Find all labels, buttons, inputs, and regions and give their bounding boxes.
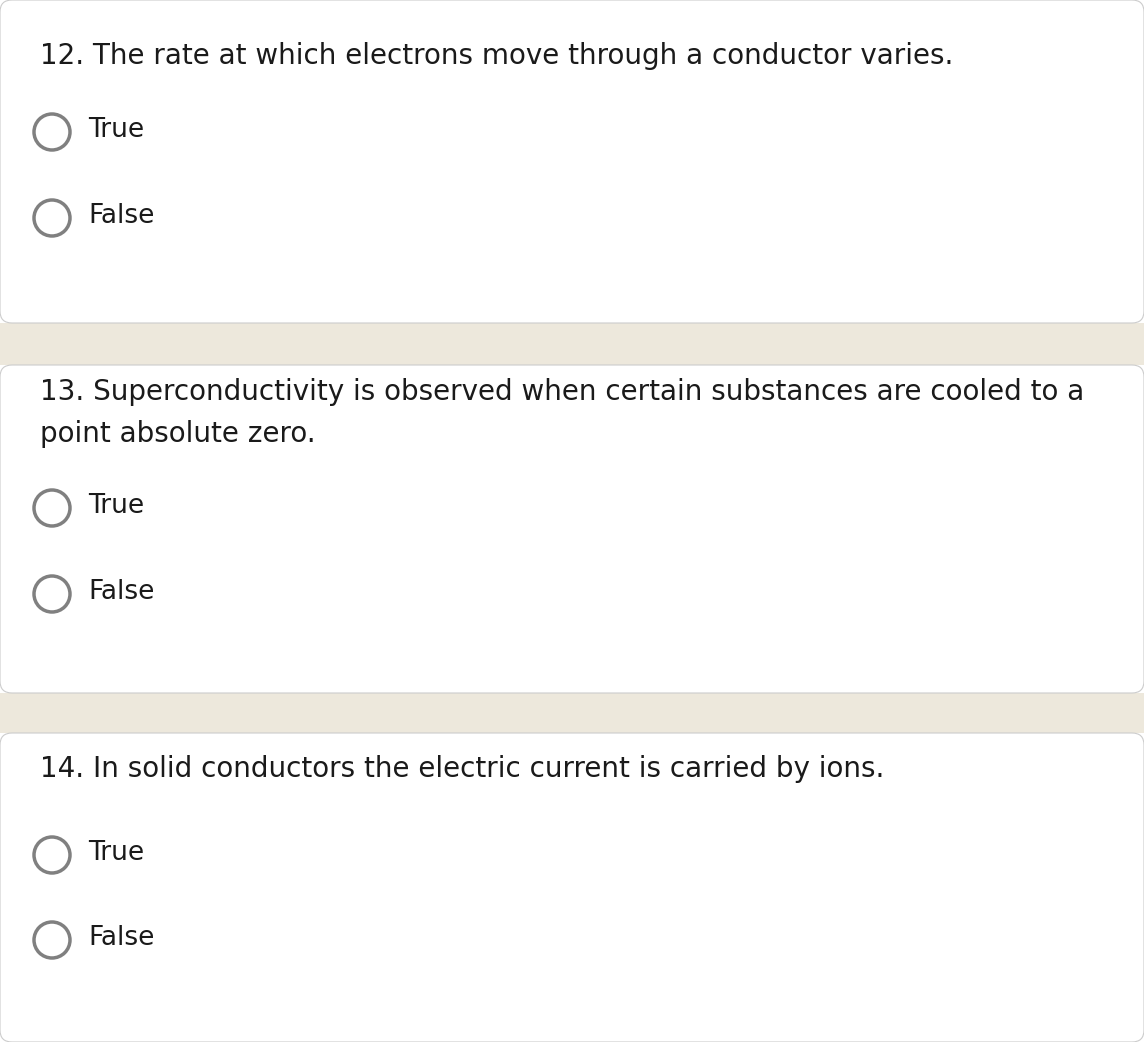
FancyBboxPatch shape xyxy=(0,0,1144,323)
Text: 13. Superconductivity is observed when certain substances are cooled to a: 13. Superconductivity is observed when c… xyxy=(40,378,1085,406)
Text: False: False xyxy=(88,925,154,951)
Text: True: True xyxy=(88,117,144,143)
Bar xyxy=(0,693,1144,733)
Text: 14. In solid conductors the electric current is carried by ions.: 14. In solid conductors the electric cur… xyxy=(40,755,884,783)
FancyBboxPatch shape xyxy=(0,733,1144,1042)
Text: False: False xyxy=(88,203,154,229)
FancyBboxPatch shape xyxy=(0,365,1144,693)
Bar xyxy=(0,323,1144,365)
Text: point absolute zero.: point absolute zero. xyxy=(40,420,316,448)
Text: False: False xyxy=(88,579,154,605)
Text: True: True xyxy=(88,493,144,519)
Text: True: True xyxy=(88,840,144,866)
Text: 12. The rate at which electrons move through a conductor varies.: 12. The rate at which electrons move thr… xyxy=(40,42,953,70)
